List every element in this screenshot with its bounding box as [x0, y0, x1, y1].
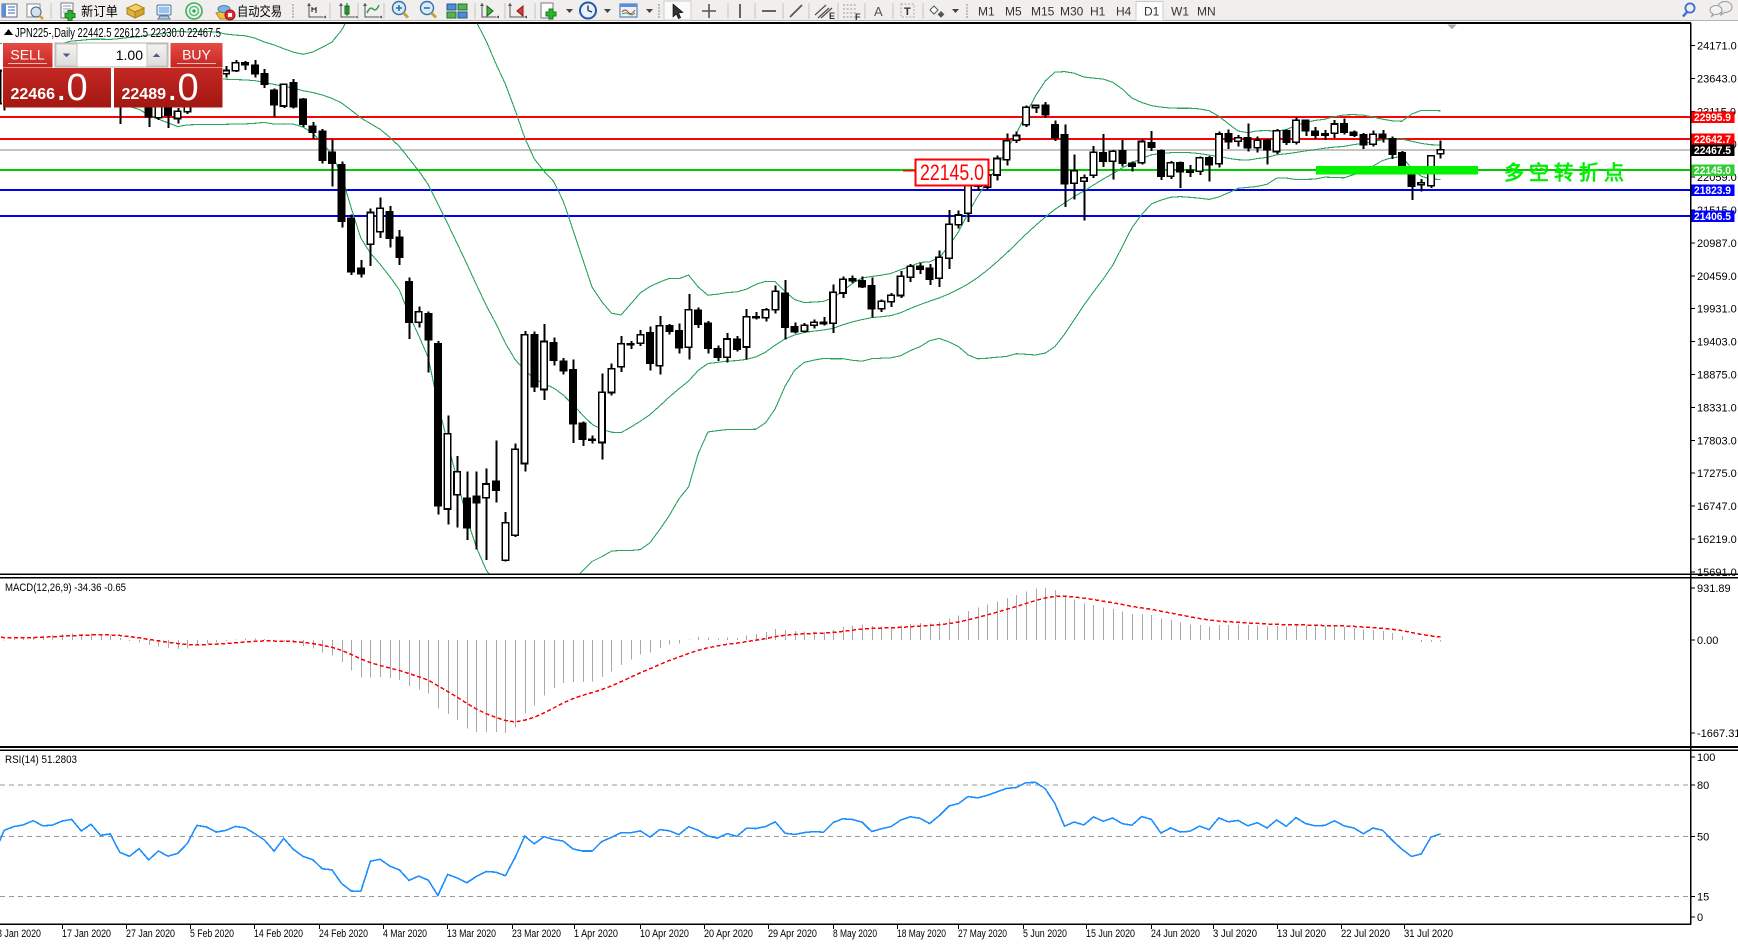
svg-text:新订单: 新订单 — [81, 4, 118, 19]
svg-text:MACD(12,26,9) -34.36 -0.65: MACD(12,26,9) -34.36 -0.65 — [5, 582, 126, 594]
svg-text:D1: D1 — [1144, 5, 1160, 19]
svg-text:20459.0: 20459.0 — [1697, 271, 1737, 283]
svg-text:1.00: 1.00 — [116, 47, 143, 63]
svg-text:SELL: SELL — [10, 47, 44, 63]
svg-text:14 Feb 2020: 14 Feb 2020 — [254, 928, 303, 940]
svg-text:31 Jul 2020: 31 Jul 2020 — [1404, 928, 1453, 940]
svg-text:15: 15 — [1697, 892, 1709, 904]
svg-text:80: 80 — [1697, 780, 1709, 792]
svg-text:8 May 2020: 8 May 2020 — [833, 928, 877, 940]
svg-text:18331.0: 18331.0 — [1697, 402, 1737, 414]
svg-text:H1: H1 — [1090, 5, 1106, 19]
svg-text:0.00: 0.00 — [1697, 635, 1718, 647]
svg-text:22995.9: 22995.9 — [1694, 112, 1731, 124]
svg-text:.0: .0 — [56, 67, 88, 109]
svg-text:20987.0: 20987.0 — [1697, 238, 1737, 250]
svg-text:17803.0: 17803.0 — [1697, 435, 1737, 447]
svg-text:22466: 22466 — [11, 86, 56, 103]
svg-text:M15: M15 — [1031, 5, 1055, 19]
svg-text:13 Jul 2020: 13 Jul 2020 — [1277, 928, 1326, 940]
svg-text:21406.5: 21406.5 — [1694, 211, 1731, 223]
svg-text:23643.0: 23643.0 — [1697, 73, 1737, 85]
svg-text:8 Jan 2020: 8 Jan 2020 — [0, 928, 41, 940]
svg-text:W1: W1 — [1171, 5, 1189, 19]
svg-text:15 Jun 2020: 15 Jun 2020 — [1086, 928, 1135, 940]
svg-text:-1667.31: -1667.31 — [1697, 728, 1738, 740]
svg-text:22 Jul 2020: 22 Jul 2020 — [1341, 928, 1390, 940]
svg-text:100: 100 — [1697, 752, 1715, 764]
svg-text:29 Apr 2020: 29 Apr 2020 — [768, 928, 817, 940]
svg-text:M30: M30 — [1060, 5, 1084, 19]
svg-text:27 May 2020: 27 May 2020 — [958, 928, 1007, 940]
svg-text:E: E — [829, 11, 835, 21]
svg-text:19403.0: 19403.0 — [1697, 337, 1737, 349]
svg-text:22145.0: 22145.0 — [920, 160, 984, 185]
svg-text:3 Jul 2020: 3 Jul 2020 — [1213, 928, 1257, 940]
svg-text:24 Feb 2020: 24 Feb 2020 — [319, 928, 368, 940]
svg-text:18875.0: 18875.0 — [1697, 370, 1737, 382]
svg-text:931.89: 931.89 — [1697, 583, 1731, 595]
svg-text:多空转折点: 多空转折点 — [1504, 161, 1629, 185]
svg-text:M5: M5 — [1005, 5, 1022, 19]
svg-text:4 Mar 2020: 4 Mar 2020 — [383, 928, 427, 940]
svg-text:21823.9: 21823.9 — [1694, 185, 1731, 197]
svg-text:T: T — [904, 6, 911, 18]
svg-text:5 Feb 2020: 5 Feb 2020 — [190, 928, 234, 940]
svg-text:A: A — [874, 4, 883, 19]
svg-text:24 Jun 2020: 24 Jun 2020 — [1151, 928, 1200, 940]
svg-text:23 Mar 2020: 23 Mar 2020 — [512, 928, 561, 940]
svg-text:20 Apr 2020: 20 Apr 2020 — [704, 928, 753, 940]
svg-text:50: 50 — [1697, 831, 1709, 843]
svg-text:5 Jun 2020: 5 Jun 2020 — [1023, 928, 1067, 940]
svg-text:13 Mar 2020: 13 Mar 2020 — [447, 928, 496, 940]
svg-text:17275.0: 17275.0 — [1697, 468, 1737, 480]
svg-text:24171.0: 24171.0 — [1697, 41, 1737, 53]
svg-text:22145.0: 22145.0 — [1694, 165, 1731, 177]
svg-text:H4: H4 — [1116, 5, 1132, 19]
svg-text:22489: 22489 — [122, 86, 167, 103]
svg-text:16219.0: 16219.0 — [1697, 534, 1737, 546]
svg-text:1 Apr 2020: 1 Apr 2020 — [574, 928, 618, 940]
svg-text:16747.0: 16747.0 — [1697, 501, 1737, 513]
svg-text:22467.5: 22467.5 — [1694, 145, 1731, 157]
svg-text:15691.0: 15691.0 — [1697, 567, 1737, 579]
svg-text:19931.0: 19931.0 — [1697, 304, 1737, 316]
svg-text:10 Apr 2020: 10 Apr 2020 — [640, 928, 689, 940]
svg-text:18 May 2020: 18 May 2020 — [897, 928, 946, 940]
svg-text:BUY: BUY — [182, 47, 211, 63]
svg-text:自动交易: 自动交易 — [237, 4, 282, 19]
svg-text:JPN225-,Daily 22442.5 22612.5: JPN225-,Daily 22442.5 22612.5 22330.0 22… — [15, 25, 221, 40]
svg-text:RSI(14) 51.2803: RSI(14) 51.2803 — [5, 754, 77, 766]
svg-text:17 Jan 2020: 17 Jan 2020 — [62, 928, 111, 940]
svg-text:MN: MN — [1197, 5, 1216, 19]
svg-text:.0: .0 — [167, 67, 199, 109]
svg-text:M1: M1 — [978, 5, 995, 19]
svg-text:22642.7: 22642.7 — [1694, 134, 1731, 146]
svg-text:F: F — [855, 12, 861, 22]
svg-text:0: 0 — [1697, 912, 1703, 924]
svg-text:27 Jan 2020: 27 Jan 2020 — [126, 928, 175, 940]
